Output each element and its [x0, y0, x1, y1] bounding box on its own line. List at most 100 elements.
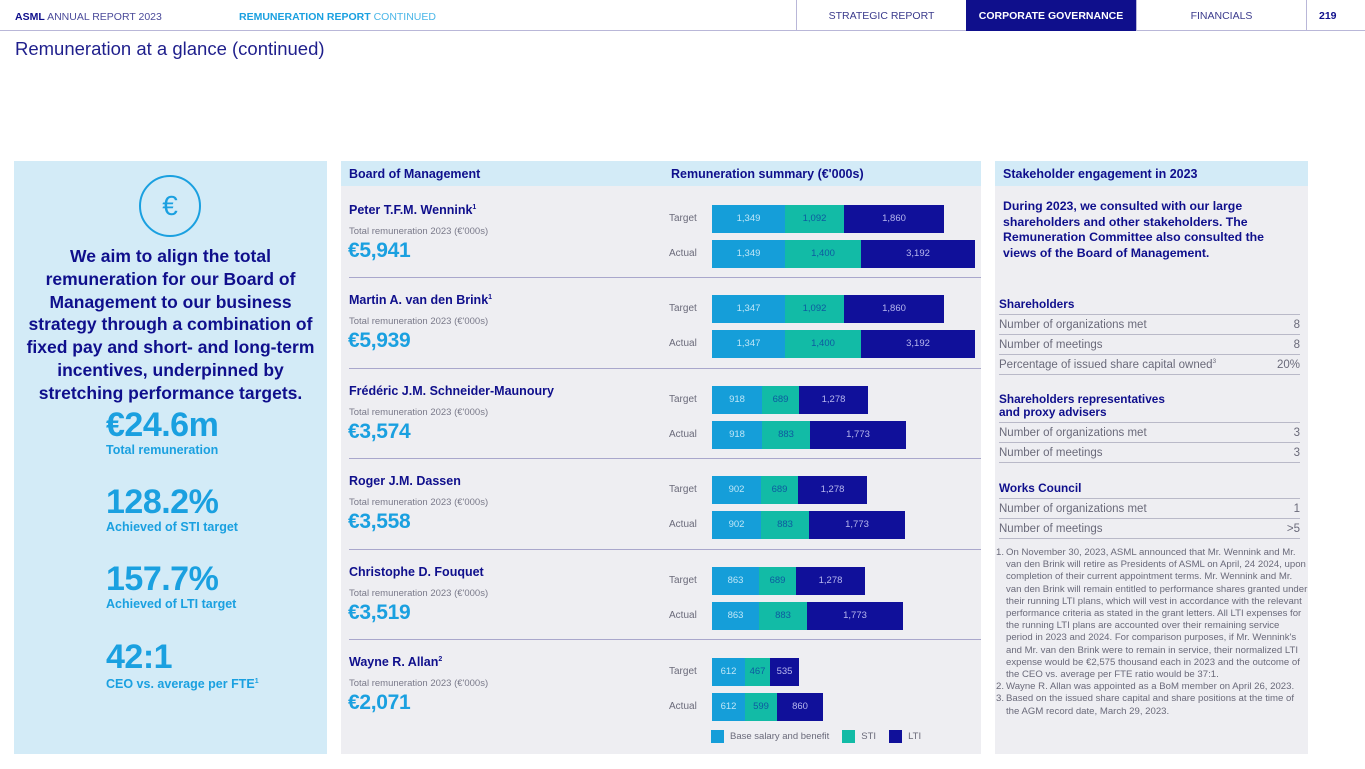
- bar-segment-sti: 883: [759, 601, 807, 630]
- mission-statement: We aim to align the total remuneration f…: [26, 246, 315, 403]
- brand-name: ASML: [15, 11, 45, 23]
- stat-value: 1: [1293, 503, 1300, 515]
- kpi-total-remuneration: €24.6m Total remuneration: [106, 408, 219, 458]
- group-title: Shareholders representatives and proxy a…: [999, 392, 1165, 419]
- bar-segment-lti: 1,278: [799, 385, 868, 414]
- member-name-text: Peter T.F.M. Wennink: [349, 203, 473, 217]
- group-title: Shareholders: [999, 298, 1300, 315]
- stacked-bar: 1,349 1,400 3,192: [712, 240, 975, 268]
- footnote: 1. On November 30, 2023, ASML announced t…: [996, 547, 1308, 681]
- stacked-bar: 1,347 1,092 1,860: [712, 295, 944, 324]
- footnote-number: 2.: [996, 681, 1005, 693]
- kpi-label: Total remuneration: [106, 443, 219, 457]
- board-member-row: Frédéric J.M. Schneider-Maunoury Total re…: [341, 367, 981, 458]
- bar-segment-lti: 1,773: [809, 511, 905, 540]
- kpi-value: 157.7%: [106, 560, 219, 598]
- kpi-sti-achievement: 128.2% Achieved of STI target: [106, 485, 238, 535]
- stat-row: Number of meetings 3: [999, 443, 1300, 463]
- board-member-row: Martin A. van den Brink1 Total remunerati…: [341, 277, 981, 367]
- stat-label: Number of organizations met: [999, 503, 1147, 515]
- kpi-label-text: CEO vs. average per FTE: [106, 677, 255, 692]
- stat-label: Number of organizations met: [999, 319, 1147, 331]
- stakeholder-heading: Stakeholder engagement in 2023: [1003, 167, 1198, 181]
- euro-glyph: €: [162, 190, 178, 221]
- member-name: Peter T.F.M. Wennink1: [349, 203, 476, 217]
- member-total: €5,941: [348, 239, 411, 262]
- row-divider: [349, 639, 981, 640]
- report-brand: ASML ANNUAL REPORT 2023: [15, 11, 162, 23]
- stat-value: >5: [1286, 523, 1300, 535]
- member-total: €2,071: [348, 691, 411, 714]
- footnote-ref[interactable]: 1: [488, 294, 493, 302]
- member-name-text: Christophe D. Fouquet: [349, 564, 484, 579]
- tab-financials[interactable]: FINANCIALS: [1136, 0, 1306, 31]
- bar-segment-base: 902: [712, 476, 761, 505]
- bar-segment-sti: 1,400: [785, 330, 861, 359]
- bar-segment-base: 612: [712, 658, 745, 686]
- board-member-row: Wayne R. Allan2 Total remuneration 2023 (…: [341, 639, 981, 729]
- chart-legend: Base salary and benefit STI LTI: [711, 730, 934, 743]
- member-total: €5,939: [348, 329, 411, 353]
- stat-value: 3: [1293, 447, 1300, 459]
- stat-value: 8: [1293, 339, 1300, 351]
- footnote-ref[interactable]: 3: [1212, 358, 1217, 366]
- footnote-ref[interactable]: 2: [438, 655, 443, 663]
- tab-strategic-report[interactable]: STRATEGIC REPORT: [796, 0, 966, 31]
- section-breadcrumb[interactable]: REMUNERATION REPORT CONTINUED: [239, 11, 436, 23]
- bar-segment-lti: 1,860: [844, 295, 944, 324]
- bar-row-label: Target: [669, 393, 697, 405]
- board-member-row: Roger J.M. Dassen Total remuneration 2023…: [341, 458, 981, 548]
- brand-subtitle: ANNUAL REPORT 2023: [47, 11, 162, 23]
- kpi-value: 128.2%: [106, 483, 219, 521]
- footnote-number: 3.: [996, 693, 1005, 705]
- bar-row-label: Target: [669, 666, 697, 677]
- footnote-ref[interactable]: 1: [254, 678, 259, 685]
- board-heading: Board of Management: [349, 167, 481, 181]
- tab-corporate-governance[interactable]: CORPORATE GOVERNANCE: [966, 0, 1136, 31]
- stat-value: 8: [1293, 319, 1300, 331]
- bar-segment-base: 918: [712, 420, 762, 449]
- stat-label: Number of meetings: [999, 523, 1103, 535]
- stakeholder-panel: [995, 161, 1308, 754]
- total-label: Total remuneration 2023 (€'000s): [349, 497, 489, 509]
- stacked-bar: 918 689 1,278: [712, 385, 868, 414]
- footnote-ref[interactable]: 1: [472, 203, 477, 211]
- legend-swatch-base: [711, 730, 724, 743]
- member-name-text: Frédéric J.M. Schneider-Maunoury: [349, 383, 554, 398]
- stat-row: Number of organizations met 8: [999, 315, 1300, 335]
- member-total: €3,558: [348, 510, 411, 534]
- stat-label: Number of meetings: [999, 447, 1103, 459]
- stakeholder-header: Stakeholder engagement in 2023: [995, 161, 1308, 186]
- stat-value: 3: [1293, 427, 1300, 439]
- bar-segment-base: 863: [712, 566, 759, 595]
- bar-segment-lti: 1,773: [810, 420, 906, 449]
- row-divider: [349, 458, 981, 460]
- bar-segment-sti: 689: [762, 385, 799, 414]
- member-total: €3,574: [348, 419, 411, 443]
- bar-segment-sti: 883: [762, 420, 810, 449]
- group-shareholders: Shareholders Number of organizations met…: [999, 298, 1300, 375]
- kpi-value: 42:1: [106, 638, 173, 676]
- board-member-row: Christophe D. Fouquet Total remuneration …: [341, 548, 981, 639]
- footnotes: 1. On November 30, 2023, ASML announced t…: [996, 547, 1308, 718]
- footnote: 2. Wayne R. Allan was appointed as a BoM …: [996, 681, 1308, 693]
- bar-segment-base: 863: [712, 601, 759, 630]
- bar-row-label: Actual: [669, 701, 697, 712]
- member-name-text: Martin A. van den Brink: [349, 293, 489, 308]
- row-divider: [349, 367, 981, 369]
- kpi-label: Achieved of LTI target: [106, 597, 237, 611]
- bar-segment-sti: 689: [759, 566, 796, 595]
- bar-segment-lti: 3,192: [861, 330, 975, 359]
- bar-row-label: Target: [669, 484, 697, 496]
- stacked-bar: 1,349 1,092 1,860: [712, 205, 944, 233]
- bar-segment-lti: 1,278: [796, 566, 865, 595]
- row-divider: [349, 548, 981, 550]
- bar-segment-base: 1,347: [712, 330, 785, 359]
- bar-segment-lti: 1,278: [798, 476, 867, 505]
- total-label: Total remuneration 2023 (€'000s): [349, 678, 489, 689]
- bar-segment-base: 902: [712, 511, 761, 540]
- bar-segment-base: 1,347: [712, 295, 785, 324]
- footnote-text: On November 30, 2023, ASML announced tha…: [1006, 547, 1308, 681]
- bar-segment-base: 1,349: [712, 240, 785, 268]
- footnote-number: 1.: [996, 547, 1005, 558]
